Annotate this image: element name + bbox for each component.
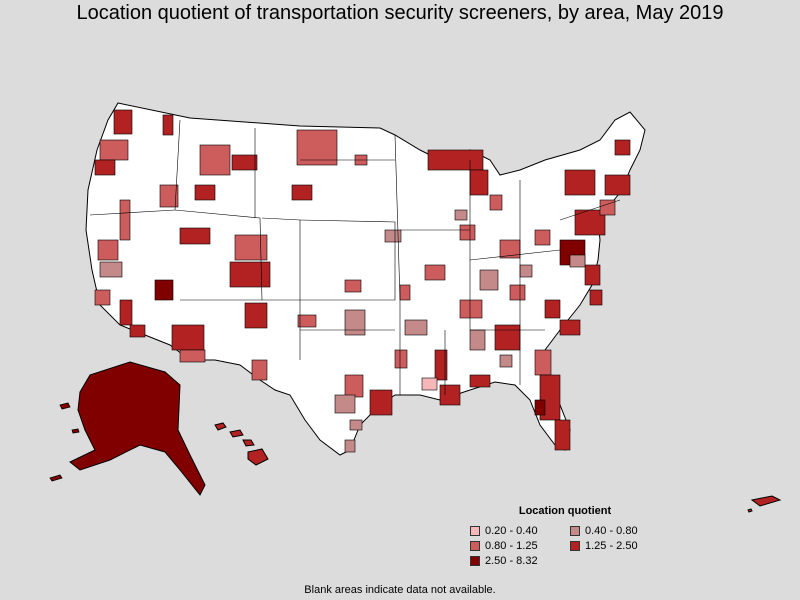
alaska-islands xyxy=(49,402,80,482)
map-title: Location quotient of transportation secu… xyxy=(76,2,724,24)
legend-swatch xyxy=(470,555,480,566)
legend-label: 0.80 - 1.25 xyxy=(485,539,538,552)
legend-swatch xyxy=(470,525,480,536)
legend-item: 0.40 - 0.80 xyxy=(570,524,660,537)
legend-label: 0.40 - 0.80 xyxy=(585,524,638,537)
legend-swatch xyxy=(570,540,580,551)
legend-swatch xyxy=(570,525,580,536)
metro-areas xyxy=(94,109,631,453)
alaska xyxy=(69,361,206,496)
legend-title: Location quotient xyxy=(518,505,612,517)
legend-label: 0.20 - 0.40 xyxy=(485,524,538,537)
hawaii xyxy=(214,422,269,466)
legend-swatch xyxy=(470,540,480,551)
state-boundaries xyxy=(89,119,621,395)
legend: Location quotient 0.20 - 0.40 0.40 - 0.8… xyxy=(470,505,660,567)
puerto-rico xyxy=(747,495,782,513)
legend-label: 1.25 - 2.50 xyxy=(585,539,638,552)
legend-label: 2.50 - 8.32 xyxy=(485,554,538,567)
legend-item: 0.80 - 1.25 xyxy=(470,539,570,552)
footnote: Blank areas indicate data not available. xyxy=(304,584,496,596)
legend-item: 1.25 - 2.50 xyxy=(570,539,660,552)
legend-item: 2.50 - 8.32 xyxy=(470,554,570,567)
legend-item: 0.20 - 0.40 xyxy=(470,524,570,537)
